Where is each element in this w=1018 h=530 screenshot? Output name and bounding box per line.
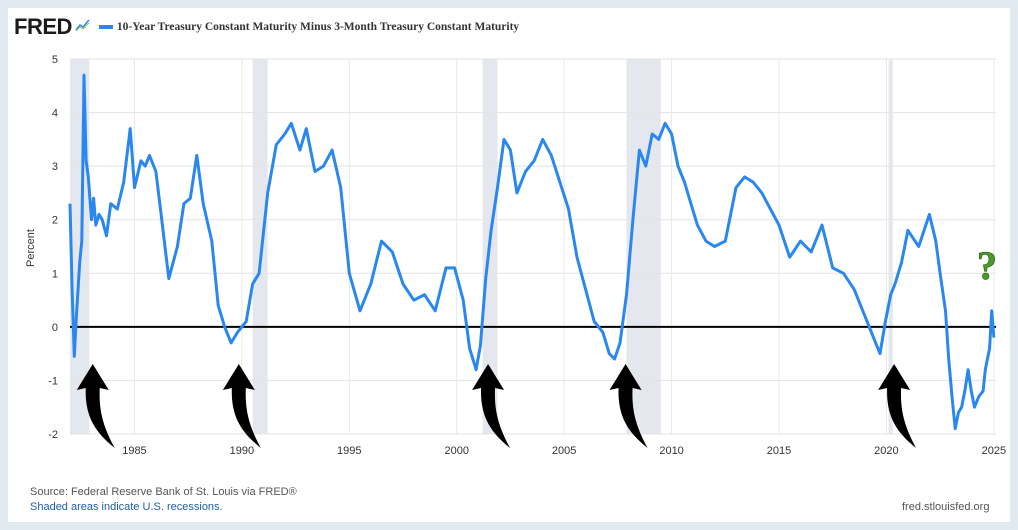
grid-lines — [70, 58, 996, 435]
series-line — [68, 73, 996, 431]
x-tick-label: 2025 — [982, 445, 1006, 457]
chart-header: FRED 10-Year Treasury Constant Maturity … — [14, 14, 519, 40]
y-tick-label: 5 — [52, 54, 58, 66]
y-tick-label: 1 — [52, 268, 58, 280]
recession-note-link[interactable]: Shaded areas indicate U.S. recessions. — [30, 501, 223, 513]
y-tick-label: -1 — [48, 375, 58, 387]
fred-logo[interactable]: FRED — [14, 14, 72, 39]
graph-icon — [75, 18, 91, 37]
y-tick-label: 0 — [52, 322, 58, 334]
source-note: Source: Federal Reserve Bank of St. Loui… — [30, 486, 297, 498]
inversion-arrow-2 — [222, 364, 261, 448]
legend-label: 10-Year Treasury Constant Maturity Minus… — [116, 21, 520, 33]
y-tick-label: -2 — [48, 429, 58, 441]
y-axis-ticks: -2 -1 0 1 2 3 4 5 — [48, 54, 58, 441]
inversion-arrow-3 — [472, 364, 511, 448]
x-tick-label: 2010 — [659, 445, 683, 457]
inversion-arrow-4 — [609, 364, 648, 448]
recession-band-5 — [888, 59, 893, 434]
inversion-arrow-5 — [878, 364, 917, 448]
x-tick-label: 1985 — [122, 445, 146, 457]
question-mark-annotation: ? — [977, 243, 997, 288]
chart-card — [8, 8, 1010, 522]
y-tick-label: 2 — [52, 215, 58, 227]
x-tick-label: 2020 — [874, 445, 898, 457]
site-link[interactable]: fred.stlouisfed.org — [902, 501, 990, 513]
recession-bands — [70, 59, 893, 434]
y-tick-label: 4 — [52, 108, 58, 120]
inversion-arrow-1 — [76, 364, 115, 448]
x-tick-label: 2015 — [767, 445, 791, 457]
recession-band-2 — [252, 59, 268, 434]
y-axis-label: Percent — [25, 229, 37, 267]
y-tick-label: 3 — [52, 161, 58, 173]
x-tick-label: 1995 — [337, 445, 361, 457]
x-tick-label: 1990 — [230, 445, 254, 457]
x-tick-label: 2000 — [444, 445, 468, 457]
legend-swatch — [98, 25, 113, 29]
annotation-arrows — [76, 364, 917, 448]
recession-band-4 — [626, 59, 661, 434]
x-axis-ticks: 1985 1990 1995 2000 2005 2010 2015 2020 2025 — [122, 445, 1006, 457]
x-tick-label: 2005 — [552, 445, 576, 457]
